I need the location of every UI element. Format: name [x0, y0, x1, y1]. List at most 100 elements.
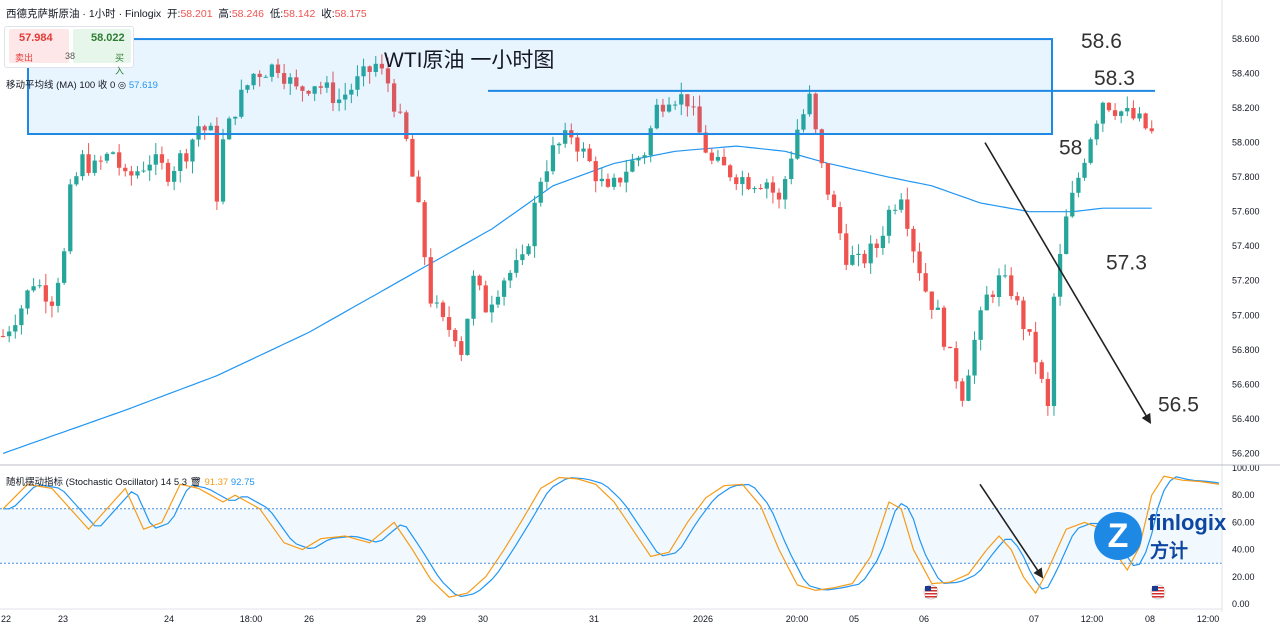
resistance-box: [27, 38, 1053, 136]
candle-body: [135, 171, 140, 176]
candle-body: [153, 154, 158, 165]
candle-body: [110, 152, 116, 154]
stoch-legend[interactable]: 随机摆动指标 (Stochastic Oscillator) 14 5 3 🗑 …: [6, 474, 255, 488]
candle-body: [49, 301, 55, 306]
candle-body: [886, 209, 892, 236]
candle-body: [996, 275, 1002, 298]
candle-body: [214, 125, 220, 202]
spread-value: 38: [65, 51, 76, 61]
candle-body: [379, 63, 385, 69]
level-annotation: 56.5: [1158, 394, 1199, 417]
time-tick-label: 06: [919, 614, 929, 624]
time-tick-label: 31: [589, 614, 599, 624]
candle-body: [911, 228, 916, 252]
price-tick-label: 56.400: [1232, 414, 1260, 424]
candle-body: [550, 145, 556, 172]
ma-line: [2, 145, 1152, 454]
buy-button[interactable]: 58.022 买入: [73, 29, 131, 76]
stoch-tick-label: 0.00: [1232, 599, 1250, 609]
candle-body: [740, 177, 745, 185]
candle-body: [343, 94, 348, 100]
candle-body: [954, 348, 959, 382]
candle-body: [483, 285, 488, 313]
time-tick-label: 18:00: [240, 614, 263, 624]
buy-label: 买入: [115, 53, 125, 76]
candle-body: [324, 82, 330, 88]
candle-body: [117, 152, 122, 168]
high-label: 高:: [218, 8, 232, 20]
price-tick-label: 57.000: [1232, 310, 1260, 320]
candle-body: [508, 272, 513, 281]
candle-body: [599, 178, 604, 182]
price-tick-label: 56.600: [1232, 379, 1260, 389]
candle-body: [514, 260, 519, 273]
eye-icon[interactable]: ◎: [117, 80, 127, 91]
open-value: 58.201: [180, 8, 213, 20]
logo-mark: Z: [1094, 512, 1142, 560]
stoch-forecast-arrow: [979, 483, 1044, 579]
candle-body: [1033, 331, 1038, 363]
price-tick-label: 58.600: [1232, 34, 1260, 44]
candle-body: [196, 126, 201, 140]
candle-body: [495, 296, 501, 305]
candle-body: [263, 76, 268, 78]
candle-body: [795, 129, 800, 159]
candle-body: [428, 257, 433, 304]
candle-body: [275, 64, 281, 74]
candle-body: [31, 286, 36, 291]
low-value: 58.142: [283, 8, 316, 20]
candle-body: [825, 163, 831, 195]
flag-stripe: [1152, 596, 1164, 598]
price-tick-label: 57.400: [1232, 241, 1260, 251]
level-annotation: 57.3: [1106, 251, 1147, 274]
candle-body: [1045, 378, 1051, 406]
price-tick-label: 57.200: [1232, 276, 1260, 286]
open-label: 开:: [167, 8, 181, 20]
candle-body: [1125, 107, 1130, 112]
candle-body: [416, 176, 421, 203]
time-tick-label: 2026: [693, 614, 713, 624]
candle-body: [685, 94, 690, 107]
candle-body: [593, 161, 598, 182]
us-flag-icon: [1150, 584, 1166, 600]
candle-body: [80, 154, 85, 177]
stoch-k-value: 91.37: [204, 477, 229, 488]
price-tick-label: 56.800: [1232, 345, 1260, 355]
time-tick-label: 20:00: [786, 614, 809, 624]
candle-body: [850, 255, 855, 265]
candle-body: [666, 104, 672, 112]
stoch-tick-label: 40.00: [1232, 545, 1255, 555]
candle-body: [972, 339, 977, 376]
forecast-arrow: [984, 142, 1152, 425]
candle-body: [349, 89, 354, 95]
ma-legend[interactable]: 移动平均线 (MA) 100 收 0 ◎ 57.619: [6, 77, 158, 91]
candle-body: [611, 177, 617, 187]
sell-button[interactable]: 57.984 卖出: [9, 29, 69, 63]
candle-body: [7, 331, 12, 337]
candle-body: [37, 285, 42, 287]
chart-title: WTI原油 一小时图: [384, 49, 554, 72]
price-tick-label: 57.600: [1232, 207, 1260, 217]
candle-body: [929, 291, 934, 310]
candle-body: [55, 282, 61, 306]
candle-body: [440, 302, 446, 318]
time-tick-label: 12:00: [1081, 614, 1104, 624]
candle-body: [446, 317, 452, 330]
candle-body: [1021, 300, 1026, 330]
stoch-tick-label: 80.00: [1232, 490, 1255, 500]
stoch-tick-label: 100.00: [1232, 463, 1260, 473]
trash-icon[interactable]: 🗑: [189, 477, 202, 488]
level-annotation: 58.3: [1094, 67, 1135, 90]
candle-body: [1106, 102, 1112, 111]
candle-body: [68, 184, 73, 252]
candle-body: [947, 346, 953, 349]
candle-body: [123, 167, 128, 172]
candle-body: [1137, 113, 1142, 119]
candle-body: [171, 170, 177, 182]
candle-body: [734, 177, 739, 185]
candle-body: [245, 85, 250, 90]
candle-body: [697, 106, 702, 133]
candle-body: [966, 375, 971, 401]
candle-body: [819, 129, 824, 164]
